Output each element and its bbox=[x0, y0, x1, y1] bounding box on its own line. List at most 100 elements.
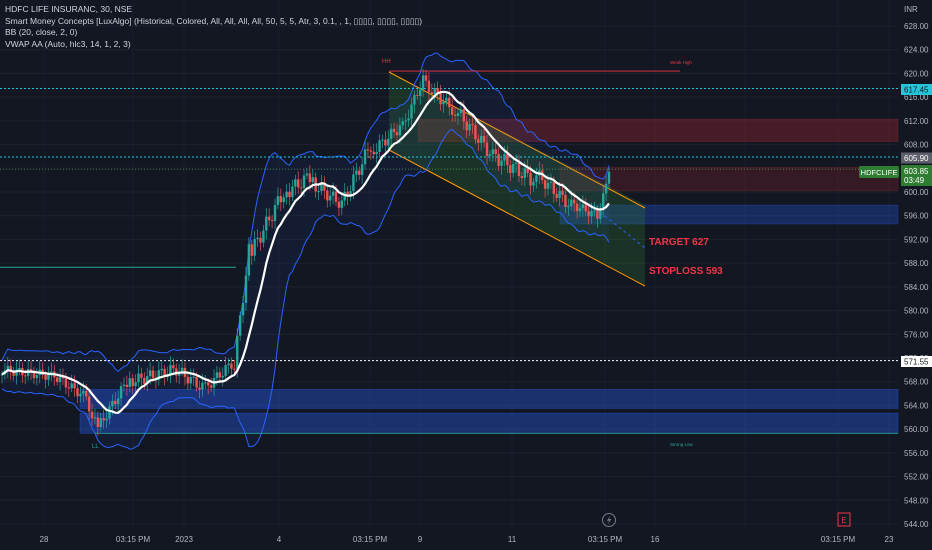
price-axis[interactable]: 544.00 548.00 552.00 556.00 560.00 564.00 568.… bbox=[904, 22, 929, 529]
candle-body bbox=[157, 370, 161, 380]
candle-body bbox=[24, 375, 27, 377]
candle-body bbox=[247, 244, 251, 276]
time-tick: 11 bbox=[508, 535, 517, 544]
candle-body bbox=[87, 396, 91, 412]
candle-body bbox=[482, 135, 486, 143]
bb-lower bbox=[1, 128, 610, 450]
candle-body bbox=[294, 179, 297, 187]
price-tick: 560.00 bbox=[904, 425, 929, 434]
legend-symbol[interactable]: HDFC LIFE INSURANC, 30, NSE bbox=[5, 4, 133, 14]
candle-body bbox=[358, 170, 361, 175]
candle-body bbox=[355, 170, 358, 175]
candle-body bbox=[334, 191, 338, 202]
candle-body bbox=[282, 197, 285, 203]
candle-body bbox=[349, 191, 352, 197]
legend-smc[interactable]: Smart Money Concepts [LuxAlgo] (Historic… bbox=[5, 15, 423, 26]
candle-body bbox=[288, 191, 291, 198]
candle-body bbox=[6, 365, 10, 371]
candle-body bbox=[465, 121, 468, 131]
candle-body bbox=[509, 165, 512, 173]
event-icon[interactable]: E bbox=[837, 512, 851, 527]
legend-vwap[interactable]: VWAP AA (Auto, hlc3, 14, 1, 2, 3) bbox=[5, 38, 131, 49]
candle-body bbox=[453, 114, 457, 116]
candle-body bbox=[500, 160, 503, 166]
candle-body bbox=[581, 204, 585, 209]
candle-body bbox=[311, 177, 314, 183]
target-label: TARGET 627 bbox=[649, 237, 709, 248]
candle-body bbox=[392, 128, 396, 133]
svg-text:03:49: 03:49 bbox=[904, 176, 925, 185]
candle-body bbox=[430, 92, 434, 95]
candle-body bbox=[471, 124, 474, 126]
zone-demand bbox=[79, 412, 899, 434]
lightning-icon[interactable] bbox=[602, 513, 616, 527]
candle-body bbox=[445, 97, 448, 102]
candle-body bbox=[372, 151, 375, 155]
legend-bb[interactable]: BB (20, close, 2, 0) bbox=[5, 27, 78, 37]
bollinger-bands bbox=[1, 52, 610, 450]
candle-body bbox=[419, 90, 422, 96]
candle-body bbox=[578, 208, 582, 212]
time-tick: 03:15 PM bbox=[353, 535, 388, 544]
candle-body bbox=[410, 104, 413, 119]
candle-body bbox=[151, 370, 155, 378]
price-tick: 608.00 bbox=[904, 141, 929, 150]
candle-body bbox=[128, 378, 131, 387]
price-badge-571: 571.55 bbox=[901, 356, 932, 367]
candle-body bbox=[514, 162, 518, 165]
chart-legend[interactable]: HDFC LIFE INSURANC, 30, NSE Smart Money … bbox=[5, 4, 422, 50]
time-tick: 4 bbox=[277, 535, 282, 544]
candle-body bbox=[421, 75, 425, 91]
ll-label: LL bbox=[92, 444, 99, 450]
candle-body bbox=[572, 199, 576, 204]
candle-body bbox=[29, 369, 33, 372]
order-block-zones bbox=[79, 118, 899, 434]
candle-body bbox=[256, 237, 259, 240]
candle-body bbox=[47, 374, 50, 380]
candle-body bbox=[224, 365, 227, 376]
candle-body bbox=[317, 191, 320, 193]
time-axis[interactable]: 28 03:15 PM 2023 4 03:15 PM 9 11 03:15 PM 16 03:1… bbox=[40, 535, 894, 544]
zone-supply bbox=[559, 166, 899, 192]
candle-body bbox=[352, 174, 355, 192]
candle-body bbox=[543, 180, 547, 189]
svg-text:E: E bbox=[841, 516, 846, 525]
candle-body bbox=[0, 374, 4, 376]
candle-body bbox=[238, 315, 242, 336]
candle-body bbox=[535, 175, 538, 182]
candle-body bbox=[67, 387, 70, 389]
price-tick: 600.00 bbox=[904, 188, 929, 197]
svg-text:571.55: 571.55 bbox=[904, 358, 929, 367]
candle-body bbox=[227, 363, 230, 366]
svg-text:603.85: 603.85 bbox=[904, 167, 929, 176]
candle-body bbox=[607, 171, 611, 184]
candle-body bbox=[221, 375, 224, 378]
candle-body bbox=[299, 187, 303, 189]
svg-text:605.90: 605.90 bbox=[904, 154, 929, 163]
candle-body bbox=[450, 107, 454, 115]
candle-body bbox=[456, 113, 460, 116]
candle-body bbox=[375, 151, 378, 155]
time-tick: 2023 bbox=[175, 535, 193, 544]
candle-body bbox=[590, 211, 593, 217]
candle-body bbox=[404, 120, 407, 122]
price-tick: 556.00 bbox=[904, 449, 929, 458]
candle-body bbox=[503, 154, 506, 161]
price-tick: 620.00 bbox=[904, 69, 929, 78]
candle-body bbox=[552, 181, 556, 195]
candle-body bbox=[305, 173, 309, 176]
candle-body bbox=[308, 173, 312, 183]
candle-body bbox=[346, 191, 349, 197]
candle-body bbox=[387, 138, 390, 146]
price-tick: 596.00 bbox=[904, 212, 929, 221]
candle-body bbox=[340, 200, 344, 208]
time-tick: 23 bbox=[885, 535, 894, 544]
candle-body bbox=[480, 135, 483, 143]
candle-body bbox=[555, 194, 558, 198]
candle-body bbox=[82, 390, 85, 394]
currency-label: INR bbox=[904, 5, 918, 14]
candle-body bbox=[546, 182, 550, 189]
candle-body bbox=[593, 210, 596, 212]
candle-body bbox=[384, 139, 387, 146]
